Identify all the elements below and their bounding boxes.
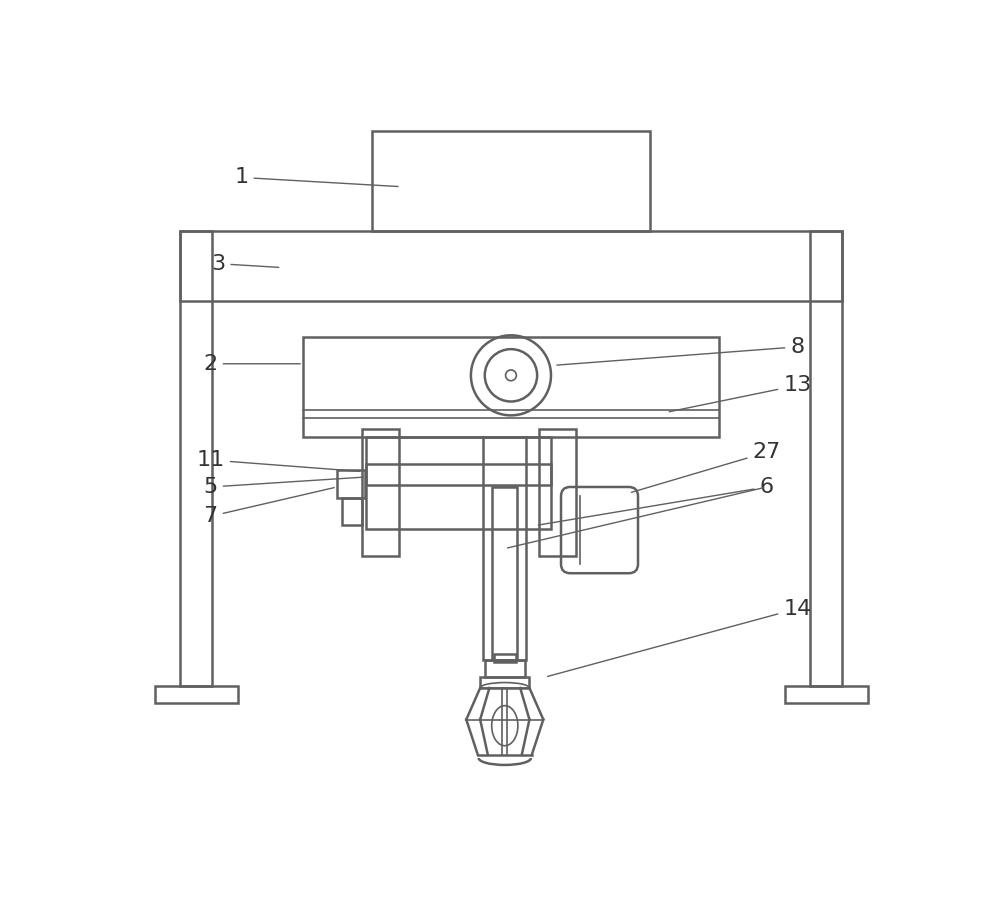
Bar (362, 430, 399, 557)
Text: 5: 5 (204, 477, 363, 497)
Bar (492, 487, 517, 660)
Bar (483, 437, 526, 660)
Bar (366, 464, 551, 485)
Text: 14: 14 (548, 599, 812, 676)
Bar (303, 337, 719, 437)
Text: 3: 3 (211, 254, 279, 273)
Bar (366, 437, 551, 529)
Bar (810, 231, 842, 686)
Bar (480, 677, 529, 688)
Bar (180, 231, 212, 686)
Bar (155, 686, 238, 703)
Bar (372, 132, 650, 231)
Text: 6: 6 (538, 477, 774, 525)
Bar (539, 430, 576, 557)
Text: 1: 1 (234, 167, 398, 187)
Bar (342, 498, 362, 526)
Text: 2: 2 (204, 354, 300, 374)
Text: 27: 27 (631, 442, 781, 493)
Bar (485, 660, 525, 677)
Text: 13: 13 (669, 376, 812, 411)
Text: 11: 11 (197, 450, 360, 472)
Bar (785, 686, 868, 703)
Bar (494, 654, 516, 662)
Bar (180, 231, 842, 301)
Text: 8: 8 (557, 337, 804, 365)
Text: 7: 7 (204, 487, 334, 526)
Bar (337, 470, 365, 498)
